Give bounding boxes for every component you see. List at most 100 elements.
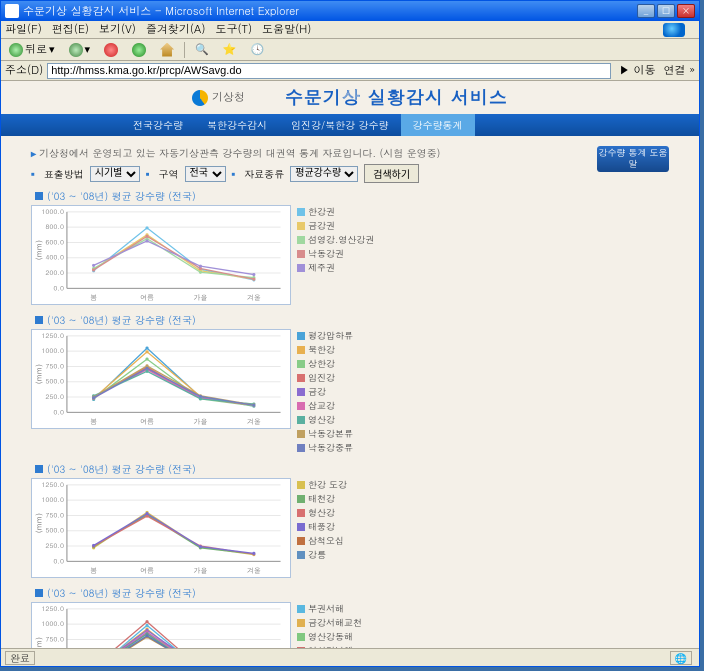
legend-item: 금강권	[297, 219, 374, 232]
svg-text:(mm): (mm)	[33, 513, 44, 533]
svg-text:(mm): (mm)	[33, 364, 44, 384]
svg-text:500.0: 500.0	[45, 525, 64, 535]
lbl-display: 표출방법	[44, 167, 84, 181]
chart-chart3: ('03 ~ '08년) 평균 강수량 (전국) 0.0 250.0 500.0 750…	[31, 462, 669, 578]
links-label[interactable]: 연결	[664, 63, 686, 78]
legend-item: 금강서해교천	[297, 616, 362, 629]
svg-text:1250.0: 1250.0	[41, 330, 64, 340]
menu-file[interactable]: 파일(F)	[5, 22, 42, 37]
svg-text:여름: 여름	[140, 565, 154, 575]
help-button[interactable]: 강수량 통계 도움말	[597, 146, 669, 172]
kma-logo[interactable]: 기상청	[192, 90, 245, 106]
svg-text:(mm): (mm)	[33, 240, 44, 260]
window-title: 수문기상 실황감시 서비스 - Microsoft Internet Explo…	[23, 4, 299, 19]
legend-item: 형산강	[297, 506, 347, 519]
svg-text:가을: 가을	[194, 565, 208, 575]
nav-item-2[interactable]: 임진강/북한강 강수량	[279, 114, 401, 136]
legend-item: 영산강남해	[297, 644, 362, 648]
kma-swirl-icon	[192, 90, 208, 106]
svg-text:(mm): (mm)	[33, 637, 44, 648]
legend-item: 영산강동해	[297, 630, 362, 643]
menu-tools[interactable]: 도구(T)	[216, 22, 253, 37]
select-period[interactable]: 평균강수량	[290, 166, 358, 182]
chart-legend: 한강 도강태천강형산강태풍강삼척오십강릉	[297, 478, 347, 561]
select-section[interactable]: 전국	[185, 166, 226, 182]
nav-item-3[interactable]: 강수량통계	[401, 114, 475, 136]
svg-text:여름: 여름	[140, 416, 154, 426]
svg-text:1250.0: 1250.0	[41, 479, 64, 489]
svg-text:500.0: 500.0	[45, 376, 64, 386]
svg-text:가을: 가을	[194, 416, 208, 426]
nav-item-1[interactable]: 북한강수감시	[195, 114, 279, 136]
address-bar: 주소(D) ▶ 이동 연결 »	[1, 61, 699, 81]
svg-text:200.0: 200.0	[45, 267, 64, 277]
svg-text:800.0: 800.0	[45, 221, 64, 231]
svg-text:겨울: 겨울	[247, 292, 261, 302]
page-content: 기상청 수문기상 실황감시 서비스 전국강수량 북한강수감시 임진강/북한강 강…	[1, 81, 699, 648]
menu-bar: 파일(F) 편집(E) 보기(V) 즐겨찾기(A) 도구(T) 도움말(H)	[1, 21, 699, 39]
chart-chart2: ('03 ~ '08년) 평균 강수량 (전국)0.0250.0500.0750…	[31, 313, 669, 454]
chart-plot: 0.0250.0500.0750.01000.01250.0(mm)봄여름가을겨…	[31, 602, 291, 648]
chart-legend: 평강압하류북한강상한강임진강금강삽교강영산강낙동강본류낙동강중류	[297, 329, 353, 454]
search-button[interactable]: 검색하기	[364, 164, 419, 183]
legend-item: 섬영강.영산강권	[297, 233, 374, 246]
ie-logo-icon	[663, 23, 685, 37]
browser-window: 수문기상 실황감시 서비스 - Microsoft Internet Explo…	[0, 0, 700, 667]
minimize-button[interactable]: _	[637, 4, 655, 18]
legend-item: 임진강	[297, 371, 353, 384]
svg-text:겨울: 겨울	[247, 565, 261, 575]
svg-text:600.0: 600.0	[45, 236, 64, 246]
chart-title: ('03 ~ '08년) 평균 강수량 (전국)	[35, 462, 669, 476]
service-title: 수문기상 실황감시 서비스	[285, 85, 508, 110]
legend-item: 낙동강중류	[297, 441, 353, 454]
menu-help[interactable]: 도움말(H)	[262, 22, 311, 37]
home-button[interactable]	[156, 42, 178, 58]
search-button[interactable]: 🔍	[191, 41, 213, 58]
svg-text:1000.0: 1000.0	[41, 345, 64, 355]
address-label: 주소(D)	[5, 63, 43, 78]
menu-view[interactable]: 보기(V)	[99, 22, 136, 37]
svg-text:가을: 가을	[194, 292, 208, 302]
close-button[interactable]: ×	[677, 4, 695, 18]
chart-title: ('03 ~ '08년) 평균 강수량 (전국)	[35, 189, 669, 203]
chart-title: ('03 ~ '08년) 평균 강수량 (전국)	[35, 313, 669, 327]
svg-text:겨울: 겨울	[247, 416, 261, 426]
menu-edit[interactable]: 편집(E)	[52, 22, 89, 37]
back-button[interactable]: 뒤로 ▾	[5, 41, 59, 58]
maximize-button[interactable]: ☐	[657, 4, 675, 18]
legend-item: 금강	[297, 385, 353, 398]
chart-chart1: ('03 ~ '08년) 평균 강수량 (전국)0.0200.0400.0600…	[31, 189, 669, 305]
svg-text:1250.0: 1250.0	[41, 603, 64, 613]
status-bar: 완료 🌐	[1, 648, 699, 666]
legend-item: 한강권	[297, 205, 374, 218]
svg-text:1000.0: 1000.0	[41, 494, 64, 504]
legend-item: 삽교강	[297, 399, 353, 412]
nav-item-0[interactable]: 전국강수량	[121, 114, 195, 136]
legend-item: 상한강	[297, 357, 353, 370]
svg-text:0.0: 0.0	[53, 555, 64, 565]
legend-item: 태풍강	[297, 520, 347, 533]
legend-item: 낙동강본류	[297, 427, 353, 440]
legend-item: 태천강	[297, 492, 347, 505]
svg-text:750.0: 750.0	[45, 509, 64, 519]
select-display[interactable]: 시기별	[90, 166, 140, 182]
chart-legend: 부권서해금강서해교천영산강동해영산강남해형산강남해낙동강남해해파.소양낙동강동해…	[297, 602, 362, 648]
refresh-button[interactable]	[128, 42, 150, 58]
address-input[interactable]	[47, 63, 611, 79]
menu-fav[interactable]: 즐겨찾기(A)	[146, 22, 206, 37]
chart-legend: 한강권금강권섬영강.영산강권낙동강권제주권	[297, 205, 374, 274]
svg-text:1000.0: 1000.0	[41, 618, 64, 628]
svg-text:봄: 봄	[90, 292, 97, 302]
legend-item: 강릉	[297, 548, 347, 561]
stop-button[interactable]	[100, 42, 122, 58]
chart-title: ('03 ~ '08년) 평균 강수량 (전국)	[35, 586, 669, 600]
status-zone: 🌐	[670, 651, 692, 665]
chart-chart4: ('03 ~ '08년) 평균 강수량 (전국)0.0250.0500.0750…	[31, 586, 669, 648]
go-button[interactable]: ▶ 이동	[615, 62, 660, 79]
svg-text:400.0: 400.0	[45, 252, 64, 262]
forward-button[interactable]: ▾	[65, 41, 95, 58]
history-button[interactable]: 🕓	[246, 41, 268, 58]
svg-text:여름: 여름	[140, 292, 154, 302]
svg-text:250.0: 250.0	[45, 540, 64, 550]
favorites-button[interactable]: ⭐	[219, 41, 241, 58]
